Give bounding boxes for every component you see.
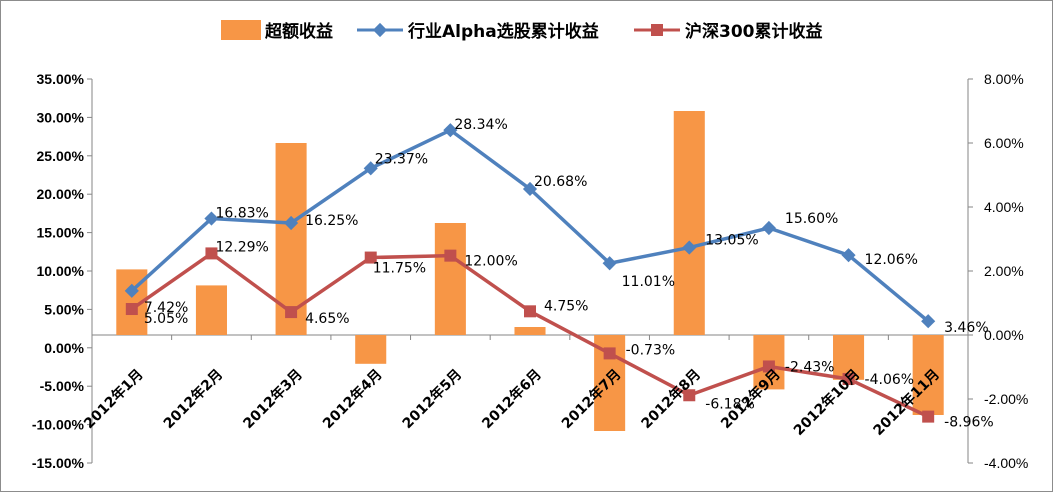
legend-marker-alpha	[372, 22, 388, 38]
alpha-data-label: 12.06%	[865, 252, 918, 268]
legend-label-alpha: 行业Alpha选股累计收益	[407, 21, 599, 42]
legend-swatch-excess-return	[221, 20, 261, 40]
alpha-point-marker	[921, 314, 936, 329]
legend-label-excess-return: 超额收益	[265, 21, 333, 42]
hs300-data-label: 12.29%	[215, 239, 268, 255]
excess-return-bar	[355, 335, 387, 364]
hs300-data-label: 4.65%	[305, 311, 349, 327]
hs300-point-marker	[603, 347, 616, 360]
hs300-point-marker	[683, 389, 696, 402]
hs300-point-marker	[842, 372, 855, 385]
data-labels: 7.42% 16.83% 16.25% 23.37% 28.34% 20.68% 11.01…	[144, 117, 994, 430]
left-axis-tick-label: 30.00%	[37, 109, 85, 125]
right-axis-tick-label: -2.00%	[984, 391, 1028, 407]
alpha-data-label: 16.83%	[215, 206, 268, 222]
alpha-data-label: 7.42%	[144, 300, 188, 316]
hs300-data-label: 5.05%	[144, 311, 188, 327]
hs300-data-label: 4.75%	[544, 298, 588, 314]
alpha-data-label: 28.34%	[454, 117, 507, 133]
right-axis-tick-label: 0.00%	[984, 327, 1024, 343]
hs300-point-marker	[922, 410, 935, 423]
alpha-data-label: 11.01%	[622, 274, 675, 290]
alpha-point-marker	[443, 123, 458, 138]
right-axis-tick-label: 8.00%	[984, 71, 1024, 87]
right-axis-tick-label: 6.00%	[984, 135, 1024, 151]
excess-return-bar	[195, 285, 227, 335]
left-axis-tick-label: -15.00%	[32, 455, 85, 471]
alpha-data-label: 20.68%	[534, 174, 587, 190]
alpha-point-marker	[682, 240, 697, 255]
legend: 超额收益 行业Alpha选股累计收益 沪深300累计收益	[221, 20, 823, 42]
axes: 35.00% 30.00% 25.00% 20.00% 15.00% 10.00% 5.00…	[32, 71, 1029, 471]
alpha-data-label: 23.37%	[375, 151, 428, 167]
legend-marker-hs300	[651, 24, 663, 36]
left-axis-tick-label: 25.00%	[37, 148, 85, 164]
hs300-data-label: 11.75%	[373, 261, 426, 277]
alpha-data-label: 15.60%	[785, 211, 838, 227]
hs300-point-marker	[364, 251, 377, 264]
left-axis-tick-label: 0.00%	[44, 340, 84, 356]
excess-return-bar	[833, 335, 865, 380]
left-axis-tick-label: 35.00%	[37, 71, 85, 87]
left-axis-tick-label: 20.00%	[37, 186, 85, 202]
left-axis-tick-label: 5.00%	[44, 301, 84, 317]
alpha-point-marker	[204, 211, 219, 226]
alpha-point-marker	[522, 181, 538, 197]
hs300-data-label: -8.96%	[944, 415, 994, 431]
right-axis-tick-label: -4.00%	[984, 455, 1028, 471]
alpha-point-marker	[284, 215, 299, 231]
legend-label-hs300: 沪深300累计收益	[685, 21, 823, 42]
left-axis-tick-label: 15.00%	[37, 225, 85, 241]
left-axis-tick-label: -5.00%	[40, 378, 85, 394]
hs300-point-marker	[444, 249, 457, 262]
excess-return-bar	[514, 327, 546, 335]
hs300-data-label: -4.06%	[865, 372, 915, 388]
hs300-data-label: -6.18%	[705, 396, 755, 412]
hs300-data-label: 12.00%	[464, 254, 517, 270]
excess-return-bar	[673, 111, 705, 335]
right-axis-tick-label: 4.00%	[984, 199, 1024, 215]
alpha-data-label: 16.25%	[305, 213, 358, 229]
hs300-data-label: -0.73%	[626, 342, 676, 358]
hs300-point-marker	[205, 247, 218, 260]
left-axis-tick-label: 10.00%	[37, 263, 85, 279]
hs300-point-marker	[285, 306, 298, 319]
alpha-point-marker	[841, 248, 856, 263]
excess-return-bar	[434, 223, 466, 335]
alpha-point-marker	[602, 256, 617, 271]
alpha-point-marker	[761, 220, 776, 236]
excess-return-bar	[912, 335, 944, 415]
lines	[124, 123, 936, 423]
alpha-data-label: 3.46%	[944, 320, 988, 336]
left-axis-tick-label: -10.00%	[32, 417, 85, 433]
hs300-point-marker	[762, 360, 775, 373]
alpha-data-label: 13.05%	[705, 233, 758, 249]
hs300-data-label: -2.43%	[785, 359, 835, 375]
right-axis-tick-label: 2.00%	[984, 263, 1024, 279]
alpha-point-marker	[363, 161, 378, 176]
hs300-point-marker	[125, 303, 138, 316]
hs300-point-marker	[524, 305, 536, 318]
